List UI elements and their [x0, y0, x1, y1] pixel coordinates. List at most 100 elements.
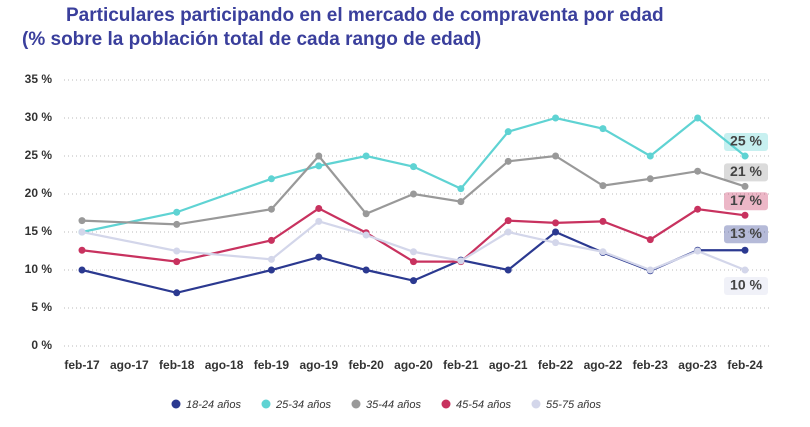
value-label-bg — [724, 277, 768, 295]
data-point — [552, 114, 560, 122]
data-point — [410, 190, 417, 198]
data-point — [741, 152, 749, 160]
data-point — [599, 182, 607, 190]
data-point — [457, 185, 465, 193]
y-tick-label: 20 % — [25, 186, 53, 200]
y-tick-label: 35 % — [25, 72, 53, 86]
y-tick-label: 30 % — [25, 110, 53, 124]
data-point — [457, 198, 465, 206]
x-tick-label: feb-22 — [538, 358, 574, 372]
value-label-bg — [724, 133, 768, 151]
legend-label: 25-34 años — [275, 399, 332, 411]
data-point — [599, 248, 607, 256]
x-tick-label: ago-20 — [394, 358, 433, 372]
data-point — [173, 247, 181, 255]
data-point — [267, 236, 275, 244]
data-point — [741, 182, 749, 190]
legend-label: 55-75 años — [546, 399, 602, 411]
legend-marker — [171, 399, 181, 409]
data-point — [552, 228, 560, 236]
data-point — [267, 205, 275, 213]
y-tick-label: 10 % — [25, 262, 53, 276]
x-tick-label: feb-24 — [727, 358, 763, 372]
data-point — [504, 128, 512, 136]
data-point — [552, 219, 560, 227]
chart-title: Particulares participando en el mercado … — [66, 5, 664, 26]
data-point — [362, 231, 370, 239]
data-point — [410, 277, 417, 285]
data-point — [410, 248, 417, 256]
x-tick-label: feb-20 — [348, 358, 384, 372]
series-line — [81, 116, 746, 234]
x-tick-label: feb-19 — [254, 358, 290, 372]
x-tick-label: ago-23 — [678, 358, 717, 372]
value-label: 17 % — [730, 192, 762, 208]
data-point — [173, 220, 181, 228]
data-point — [78, 228, 86, 236]
data-point — [741, 211, 749, 219]
data-point — [410, 163, 417, 171]
chart-subtitle: (% sobre la población total de cada rang… — [22, 29, 481, 50]
data-point — [78, 246, 86, 254]
data-point — [599, 125, 607, 133]
data-point — [599, 217, 607, 225]
data-point — [694, 167, 702, 175]
data-point — [694, 247, 702, 255]
data-point — [362, 210, 370, 218]
value-label: 10 % — [730, 277, 762, 293]
value-label: 25 % — [730, 133, 762, 149]
data-point — [504, 157, 512, 165]
data-point — [315, 253, 323, 261]
data-point — [315, 204, 323, 212]
x-tick-label: ago-17 — [110, 358, 149, 372]
data-point — [741, 266, 749, 274]
x-tick-label: ago-22 — [584, 358, 623, 372]
data-point — [694, 205, 702, 213]
data-point — [315, 217, 323, 225]
legend-marker — [531, 399, 541, 409]
y-tick-label: 0 % — [31, 338, 52, 352]
data-point — [173, 289, 181, 297]
value-label-bg — [724, 192, 768, 211]
data-point — [646, 152, 654, 160]
data-point — [78, 266, 86, 274]
data-point — [504, 228, 512, 236]
legend-marker — [351, 399, 361, 409]
data-point — [504, 217, 512, 225]
data-point — [362, 152, 370, 160]
data-point — [552, 152, 560, 160]
x-tick-label: feb-23 — [633, 358, 669, 372]
y-tick-label: 25 % — [25, 148, 53, 162]
legend-label: 45-54 años — [456, 399, 512, 411]
data-point — [646, 266, 654, 274]
value-label: 21 % — [730, 163, 762, 179]
x-tick-label: feb-17 — [64, 358, 100, 372]
data-point — [504, 266, 512, 274]
data-point — [315, 152, 323, 160]
data-point — [646, 236, 654, 244]
value-label-bg — [724, 163, 768, 182]
data-point — [410, 258, 417, 266]
legend-label: 35-44 años — [366, 399, 422, 411]
data-point — [267, 255, 275, 263]
data-point — [362, 266, 370, 274]
data-point — [457, 257, 465, 265]
data-point — [694, 114, 702, 122]
data-point — [173, 258, 181, 266]
legend-label: 18-24 años — [186, 399, 242, 411]
data-point — [315, 162, 323, 170]
x-tick-label: ago-18 — [205, 358, 244, 372]
value-label-bg — [724, 225, 768, 244]
y-tick-label: 15 % — [25, 224, 53, 238]
data-point — [646, 175, 654, 183]
x-tick-label: ago-21 — [489, 358, 528, 372]
legend-marker — [441, 399, 451, 409]
data-point — [267, 266, 275, 274]
data-point — [741, 246, 749, 254]
x-tick-label: feb-18 — [159, 358, 195, 372]
data-point — [173, 208, 181, 216]
value-label: 13 % — [730, 225, 762, 241]
y-tick-label: 5 % — [31, 300, 52, 314]
legend-marker — [261, 399, 271, 409]
